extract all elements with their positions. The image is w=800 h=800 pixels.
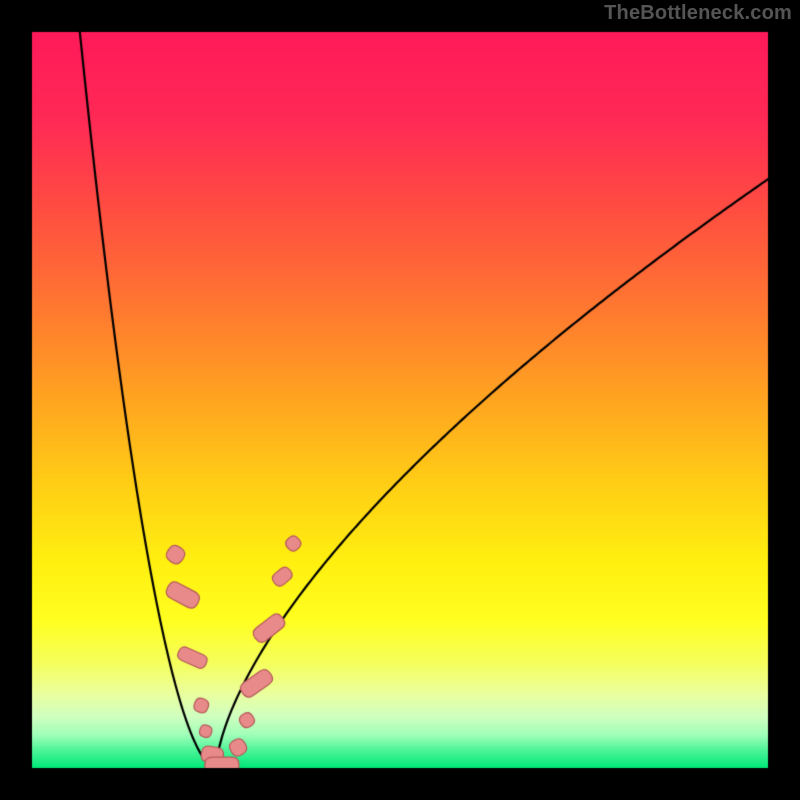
watermark-text: TheBottleneck.com <box>604 2 792 25</box>
bottleneck-chart-canvas <box>0 0 800 800</box>
